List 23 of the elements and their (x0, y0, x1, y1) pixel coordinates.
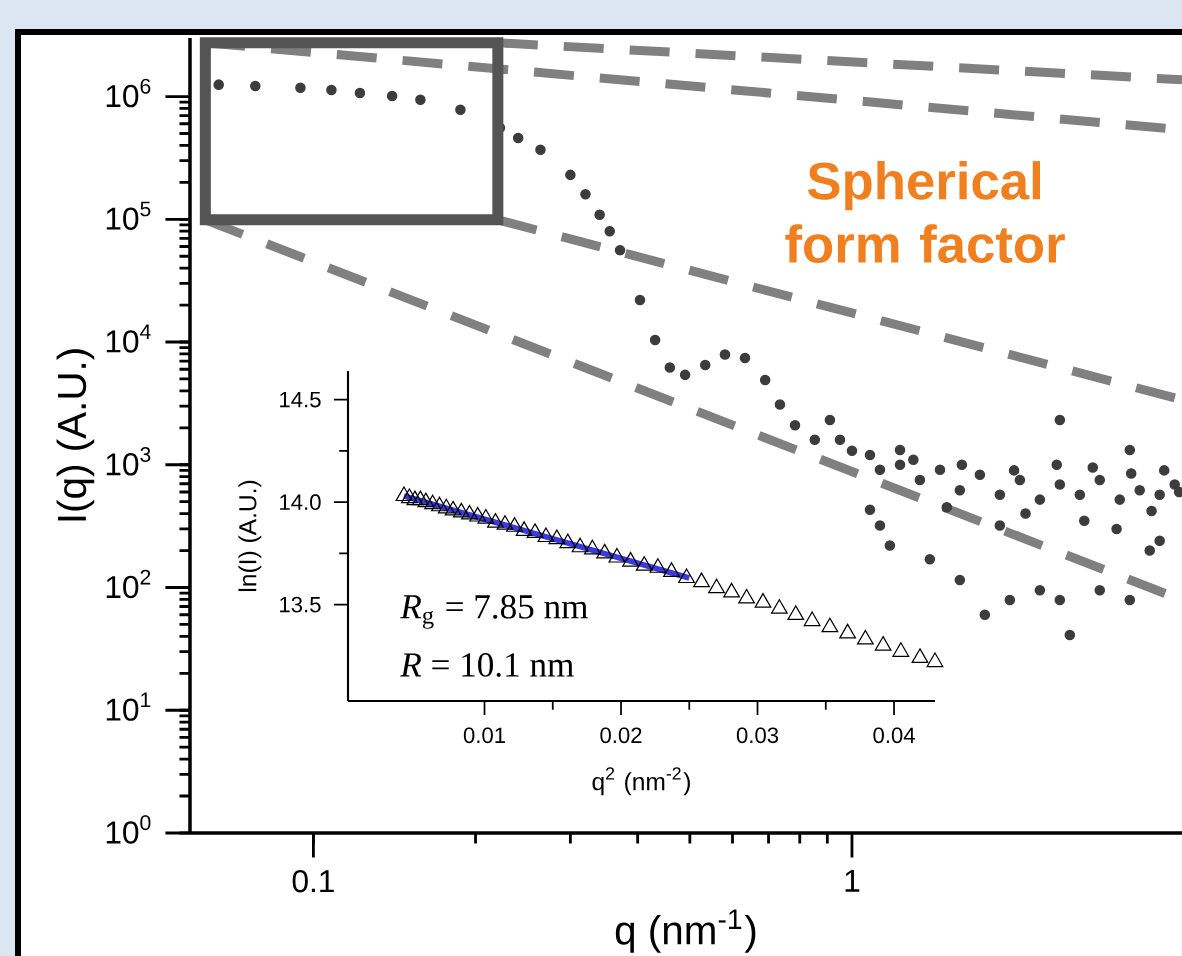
y-tick-label: 10$^{4}$ (106, 324, 151, 353)
x-tick-label: 0.04 (873, 727, 915, 744)
y-axis-title: ln(I) (A.U.) (238, 480, 262, 592)
x-tick-label: 0.03 (736, 727, 779, 744)
y-tick-label: 10$^{0}$ (106, 815, 151, 844)
annotation: R = 10.1 nm (400, 653, 574, 677)
y-tick-label: 10$^{6}$ (106, 78, 151, 108)
x-axis-title: q (nm$^{-1}$) (615, 909, 756, 953)
y-tick-label: 10$^{5}$ (106, 201, 151, 230)
x-tick-label: 1 (845, 869, 860, 892)
y-tick-label: 14.5 (280, 391, 321, 408)
y-tick-label: 13.5 (280, 596, 321, 613)
y-tick-label: 10$^{3}$ (106, 447, 151, 476)
x-tick-label: 0.1 (292, 869, 334, 893)
y-tick-label: 10$^{2}$ (106, 569, 151, 599)
x-axis-title: q$^{2}$ (nm$^{-2}$) (592, 767, 690, 796)
y-axis-title: I(q) (A.U.) (56, 349, 95, 521)
annotation: Spherical form factor (785, 161, 1065, 264)
y-tick-label: 14.0 (280, 494, 321, 511)
x-tick-label: 0.02 (600, 727, 642, 744)
x-tick-label: 0.01 (463, 727, 505, 744)
annotation: R$_{g}$ = 7.85 nm (400, 594, 588, 629)
y-tick-label: 10$^{1}$ (106, 692, 151, 721)
